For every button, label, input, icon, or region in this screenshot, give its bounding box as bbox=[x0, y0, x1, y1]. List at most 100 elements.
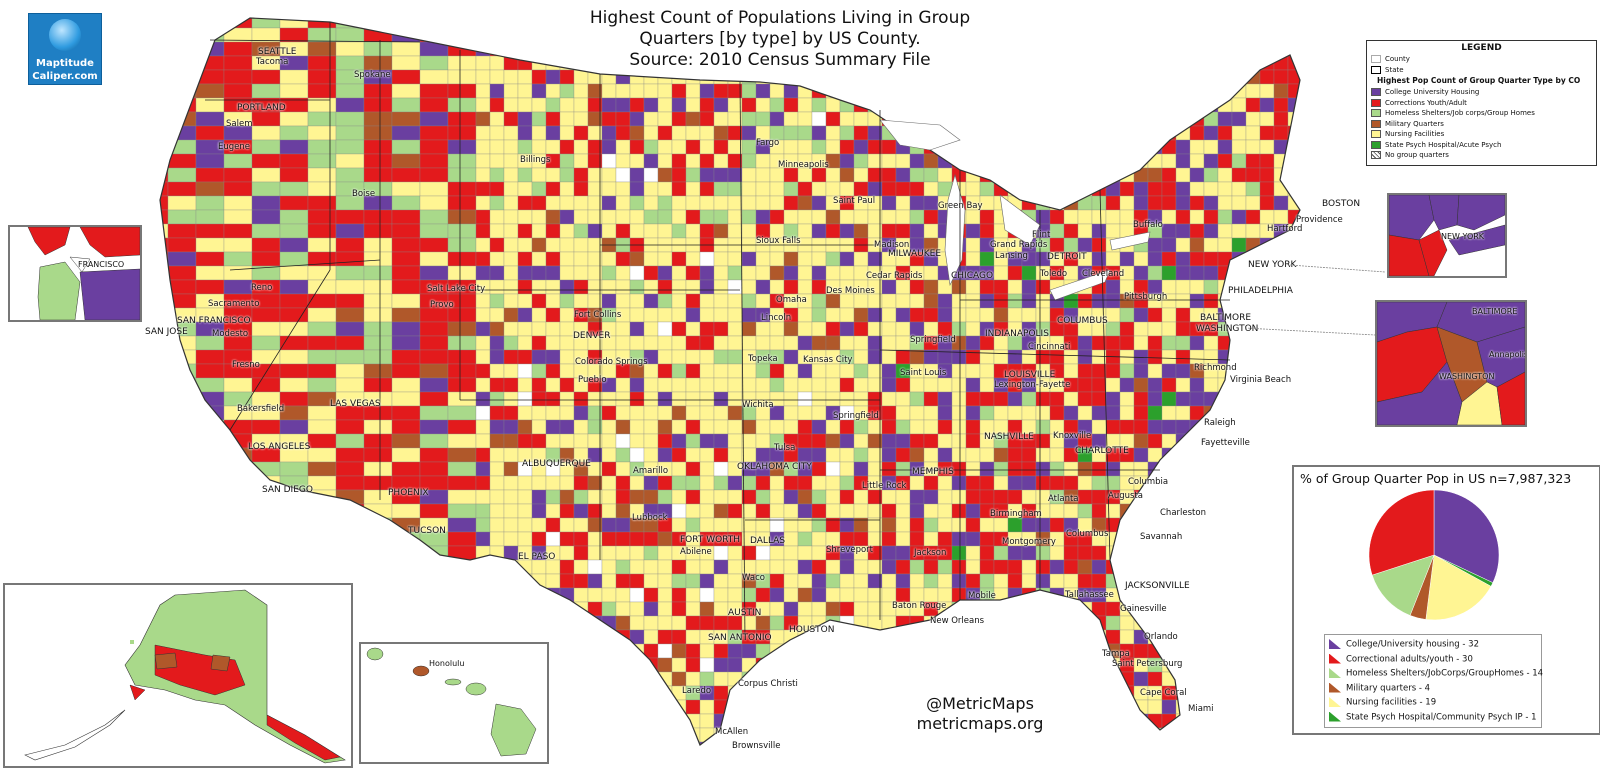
inset-label: BALTIMORE bbox=[1472, 307, 1518, 316]
city-label: MEMPHIS bbox=[912, 467, 954, 477]
city-label: BALTIMORE bbox=[1200, 313, 1252, 323]
city-label: SAN ANTONIO bbox=[708, 633, 772, 643]
city-label: Toledo bbox=[1040, 269, 1068, 279]
city-label: Abilene bbox=[680, 547, 712, 557]
inset-washington-baltimore: BALTIMORE Annapolis WASHINGTON bbox=[1375, 300, 1527, 427]
city-label: Cincinnati bbox=[1028, 342, 1071, 352]
city-label: TUCSON bbox=[408, 526, 446, 536]
city-label: NASHVILLE bbox=[984, 432, 1034, 442]
pie-legend-item: Correctional adults/youth - 30 bbox=[1329, 653, 1473, 664]
city-label: Buffalo bbox=[1133, 220, 1163, 230]
legend-swatch bbox=[1371, 98, 1381, 107]
city-label: DALLAS bbox=[750, 536, 786, 546]
city-label: SAN JOSE bbox=[145, 327, 188, 337]
city-label: Kansas City bbox=[803, 355, 853, 365]
legend-item: No group quarters bbox=[1371, 151, 1449, 159]
city-label: Spokane bbox=[354, 70, 391, 80]
legend-subtitle: Highest Pop Count of Group Quarter Type … bbox=[1377, 76, 1581, 85]
legend-swatch bbox=[1371, 55, 1381, 63]
city-label: Lubbock bbox=[632, 513, 668, 523]
inset-san-francisco-map bbox=[10, 227, 140, 320]
city-label: Pittsburgh bbox=[1124, 292, 1168, 302]
pie-legend-item: State Psych Hospital/Community Psych IP … bbox=[1329, 711, 1537, 722]
maptitude-logo: Maptitude Caliper.com bbox=[28, 13, 102, 85]
legend-swatch bbox=[1371, 119, 1381, 128]
city-label: Jackson bbox=[914, 548, 947, 558]
city-label: SEATTLE bbox=[258, 47, 297, 57]
pie-legend-item: Homeless Shelters/JobCorps/GroupHomes - … bbox=[1329, 668, 1543, 679]
legend-state: State bbox=[1371, 66, 1404, 74]
city-label: Montgomery bbox=[1002, 537, 1056, 547]
pie-legend-item: College/University housing - 32 bbox=[1329, 639, 1479, 650]
city-label: Tallahassee bbox=[1065, 590, 1114, 600]
inset-san-francisco: FRANCISCO bbox=[8, 225, 142, 322]
city-label: Modesto bbox=[212, 329, 249, 339]
city-label: Saint Louis bbox=[900, 368, 947, 378]
inset-alaska-map bbox=[5, 585, 351, 766]
city-label: WASHINGTON bbox=[1196, 324, 1259, 334]
city-label: Amarillo bbox=[633, 466, 669, 476]
city-label: Des Moines bbox=[826, 286, 875, 296]
city-label: Tulsa bbox=[774, 443, 796, 453]
legend-item: Nursing Facilities bbox=[1371, 130, 1444, 138]
city-label: Wichita bbox=[742, 400, 774, 410]
pie-slice bbox=[1425, 554, 1492, 621]
city-label: Hartford bbox=[1267, 224, 1303, 234]
city-label: AUSTIN bbox=[728, 608, 762, 618]
legend-title: LEGEND bbox=[1461, 43, 1502, 53]
logo-line-2: Caliper.com bbox=[32, 71, 98, 82]
city-label: Gainesville bbox=[1120, 604, 1167, 614]
city-label: McAllen bbox=[715, 727, 749, 737]
pie-legend-swatch bbox=[1329, 639, 1341, 649]
city-label: Sacramento bbox=[208, 299, 260, 309]
pie-legend-swatch bbox=[1329, 711, 1341, 722]
inset-alaska bbox=[3, 583, 353, 768]
city-label: PORTLAND bbox=[237, 103, 286, 113]
city-label: New Orleans bbox=[930, 616, 985, 626]
city-label: INDIANAPOLIS bbox=[985, 329, 1049, 339]
city-label: Tampa bbox=[1102, 649, 1130, 659]
city-label: Topeka bbox=[748, 354, 778, 364]
pie-legend-swatch bbox=[1329, 682, 1341, 693]
city-label: Bakersfield bbox=[237, 404, 285, 414]
city-label: Fayetteville bbox=[1201, 438, 1250, 448]
inset-hawaii: Honolulu bbox=[359, 642, 549, 764]
inset-label: FRANCISCO bbox=[78, 260, 125, 269]
inset-new-york-map bbox=[1389, 195, 1505, 276]
city-label: Cape Coral bbox=[1140, 688, 1187, 698]
pie-chart bbox=[1368, 489, 1500, 621]
city-label: Boise bbox=[352, 189, 376, 199]
city-label: Columbus bbox=[1066, 529, 1109, 539]
credit-handle: @MetricMaps bbox=[926, 694, 1034, 713]
city-label: BOSTON bbox=[1322, 199, 1361, 209]
city-label: PHILADELPHIA bbox=[1228, 286, 1293, 296]
city-label: Grand Rapids bbox=[990, 240, 1048, 250]
city-label: Little Rock bbox=[862, 481, 907, 491]
city-label: Lansing bbox=[995, 251, 1028, 261]
city-label: Saint Petersburg bbox=[1112, 659, 1183, 669]
city-label: ALBUQUERQUE bbox=[522, 459, 591, 469]
city-label: OKLAHOMA CITY bbox=[737, 462, 812, 472]
city-label: Virginia Beach bbox=[1230, 375, 1292, 385]
city-label: DETROIT bbox=[1047, 252, 1087, 262]
city-label: Columbia bbox=[1128, 477, 1169, 487]
globe-icon bbox=[49, 19, 81, 51]
city-label: Brownsville bbox=[732, 741, 781, 751]
city-label: HOUSTON bbox=[789, 625, 835, 635]
legend-item: College University Housing bbox=[1371, 88, 1479, 96]
legend-item: State Psych Hospital/Acute Psych bbox=[1371, 140, 1501, 149]
map-title-line-1: Highest Count of Populations Living in G… bbox=[589, 8, 971, 28]
city-label: Salt Lake City bbox=[427, 284, 486, 294]
legend-swatch bbox=[1371, 66, 1381, 74]
city-label: Augusta bbox=[1108, 491, 1143, 501]
city-label: Honolulu bbox=[429, 659, 465, 668]
inset-washington-baltimore-map bbox=[1377, 302, 1525, 425]
pie-legend-item: Nursing facilities - 19 bbox=[1329, 697, 1436, 708]
pie-chart-panel: % of Group Quarter Pop in US n=7,987,323… bbox=[1292, 465, 1600, 735]
city-label: Lincoln bbox=[761, 313, 792, 323]
city-label: Miami bbox=[1188, 704, 1214, 714]
map-title: Highest Count of Populations Living in G… bbox=[560, 8, 1000, 71]
legend-item: Military Quarters bbox=[1371, 119, 1444, 128]
city-label: Baton Rouge bbox=[892, 601, 947, 611]
